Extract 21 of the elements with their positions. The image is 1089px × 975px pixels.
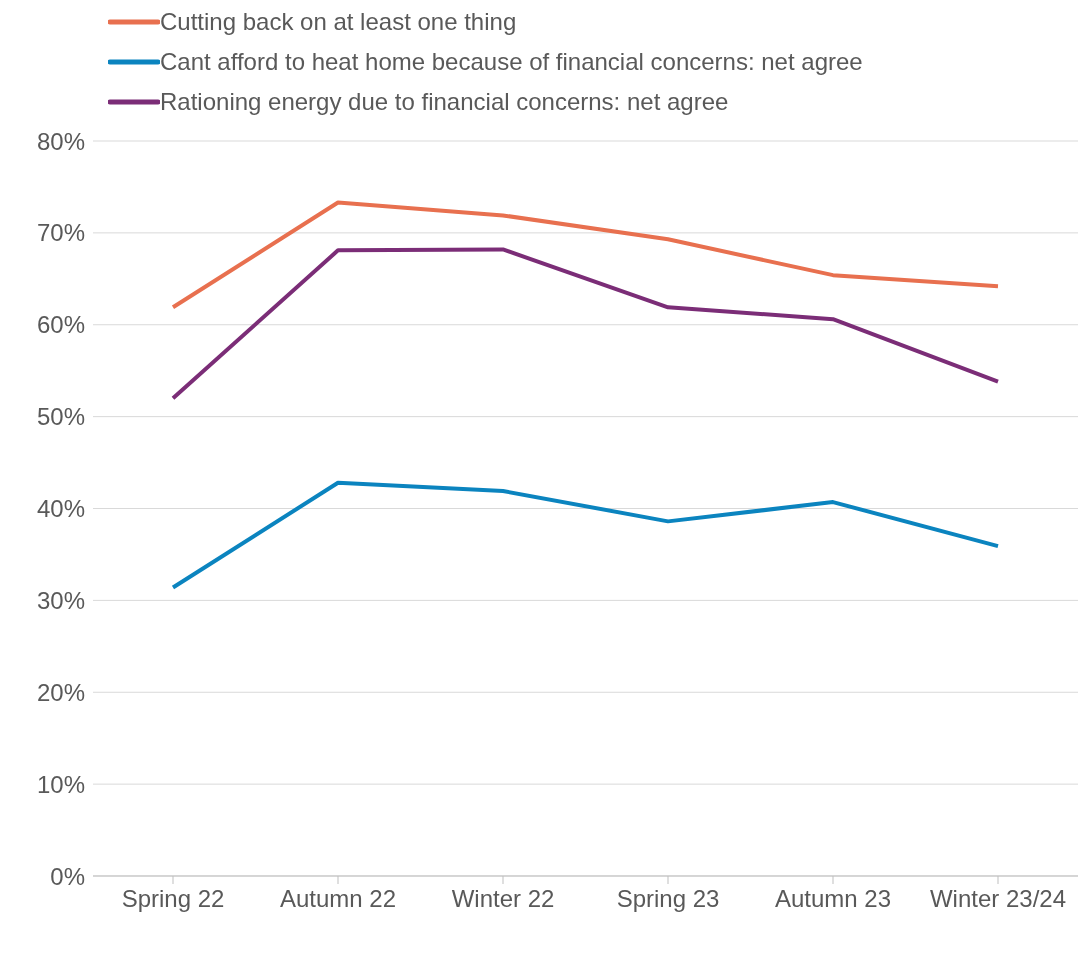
y-tick-label: 30% [36,586,85,614]
legend-label: Rationing energy due to financial concerns: net agree [160,88,729,116]
x-tick-label: Winter 23/24 [929,885,1067,913]
x-tick-label: Autumn 22 [279,885,397,913]
y-tick-label: 80% [36,127,85,155]
y-tick-label: 70% [36,219,85,247]
y-tick-label: 0% [50,862,85,890]
y-tick-label: 40% [36,495,85,523]
x-tick-label: Spring 22 [121,885,225,913]
x-tick-label: Spring 23 [616,885,720,913]
legend-label: Cutting back on at least one thing [160,8,517,36]
y-tick-label: 10% [36,770,85,798]
y-tick-label: 60% [36,311,85,339]
line-series [171,480,1000,590]
y-tick-label: 50% [36,403,85,431]
x-tick-label: Autumn 23 [774,885,892,913]
y-tick-label: 20% [36,678,85,706]
legend-label: Cant afford to heat home because of financial concerns: net agree [160,48,863,76]
line-series [171,247,1000,401]
line-series [171,200,1000,310]
x-tick-label: Winter 22 [451,885,555,913]
